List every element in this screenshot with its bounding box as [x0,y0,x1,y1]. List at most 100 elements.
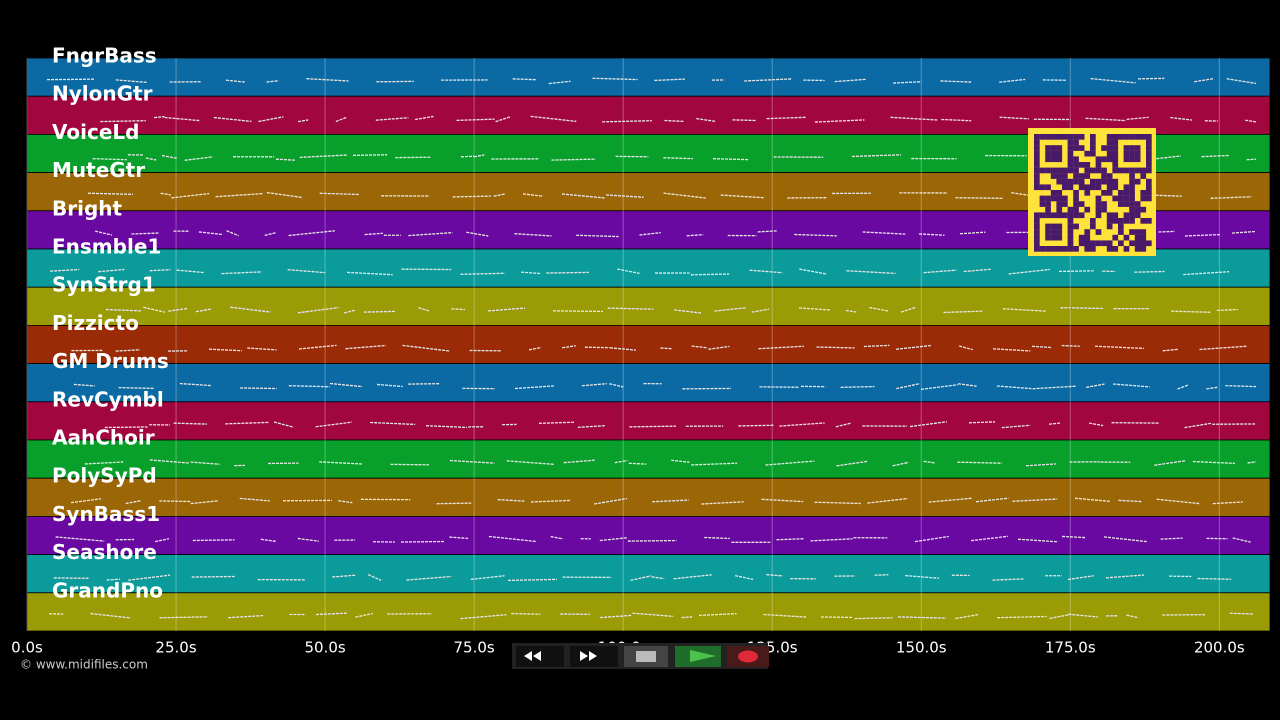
note [1002,308,1047,312]
note [1158,230,1175,233]
note [514,233,552,237]
track-lane [26,363,1271,403]
note [738,424,775,427]
note [835,422,852,428]
note [663,157,694,160]
note [968,421,996,424]
note [1201,154,1230,158]
note [751,308,770,313]
note [1171,310,1212,313]
note [766,116,806,120]
note [720,194,764,199]
note [426,425,468,429]
note [335,116,347,123]
track-name: GrandPno [52,578,163,602]
note [892,461,909,467]
note [971,535,1008,542]
note [55,536,105,542]
note [592,77,638,81]
note [319,192,360,196]
note [846,270,896,275]
note [910,421,948,428]
note [1183,271,1230,276]
note [190,500,219,505]
note [1245,119,1257,123]
note [763,613,807,618]
track-name: SynBass1 [52,502,160,526]
note [690,273,730,276]
credit: © www.midifiles.com [20,658,148,672]
note [228,614,264,619]
note [548,80,571,85]
note [1090,77,1136,84]
track-lane [26,286,1271,326]
note [1025,463,1056,467]
track-name: SynStrg1 [52,273,156,297]
note [1049,422,1061,425]
note [671,459,690,463]
note [230,306,271,313]
note [1126,116,1149,121]
forward-button[interactable] [570,646,618,667]
grid [26,58,1220,631]
note [761,498,804,503]
note [757,230,778,233]
note [92,158,127,161]
note [315,421,352,428]
note [664,119,685,123]
track-lane [26,592,1271,632]
rewind-button[interactable] [516,646,564,667]
note [714,307,747,312]
note [159,616,208,619]
note [900,306,917,313]
note [732,119,757,122]
note [1134,270,1165,273]
note [95,230,113,236]
note [854,617,893,620]
note [1032,345,1052,349]
note [957,383,977,387]
note [609,383,624,388]
note [957,461,1002,464]
note [288,385,330,388]
note [779,422,825,427]
note [652,499,689,503]
track-lane [26,477,1271,517]
note [893,81,922,84]
note [258,116,284,123]
note [840,385,875,389]
track-name: AahChoir [52,426,155,450]
track-name: Ensmble1 [52,235,161,259]
note [561,193,605,199]
note [674,309,702,314]
note [115,79,148,84]
note [213,116,252,123]
note [1170,116,1192,121]
note [298,119,309,123]
note [546,271,589,274]
note [836,460,868,467]
note [1126,614,1139,619]
note [765,460,815,466]
x-tick-label: 0.0s [11,639,43,657]
note [173,422,208,425]
note [1247,461,1257,464]
record-button[interactable] [727,646,769,667]
note [863,344,890,348]
play-button[interactable] [675,646,721,667]
note [1212,501,1243,505]
note [609,347,636,351]
note [347,271,393,276]
note [1156,498,1200,505]
note [999,78,1026,83]
note [552,310,603,313]
note [562,345,576,349]
note [869,306,888,312]
stop-button[interactable] [624,646,668,667]
note [493,193,506,197]
note [928,497,973,503]
track-name: NylonGtr [52,82,153,106]
note [923,269,957,274]
note [288,230,335,237]
